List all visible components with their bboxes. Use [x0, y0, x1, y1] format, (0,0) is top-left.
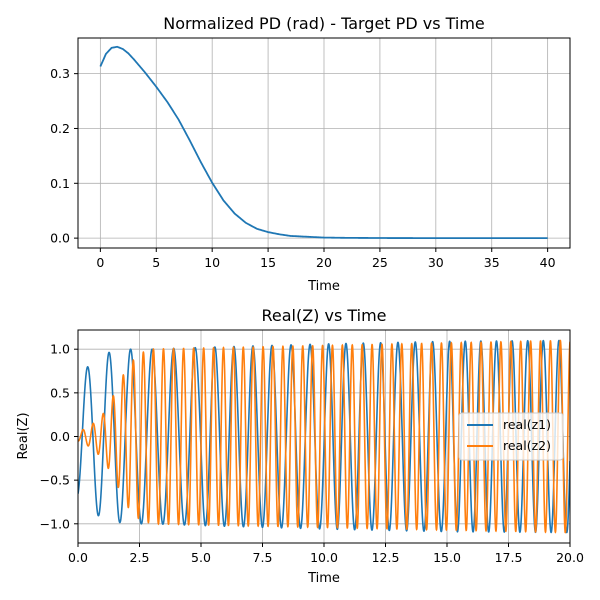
legend-label-real-z2: real(z2)	[503, 438, 551, 453]
x-tick-label: 2.5	[130, 550, 150, 565]
y-tick-label: 0.5	[50, 385, 70, 400]
legend: real(z1) real(z2)	[458, 412, 564, 461]
series-top	[99, 45, 548, 240]
x-tick-label: 40	[540, 255, 556, 270]
y-tick-label: 0.0	[50, 231, 70, 246]
legend-label-real-z1: real(z1)	[503, 417, 551, 432]
x-tick-label: 5	[152, 255, 160, 270]
x-axis-label-top: Time	[307, 279, 340, 294]
y-tick-label: −1.0	[40, 516, 70, 531]
x-tick-label: 10	[204, 255, 220, 270]
y-axis-label-bottom: Real(Z)	[16, 412, 31, 459]
x-tick-label: 35	[484, 255, 500, 270]
ticks-top: 0 5 10 15 20 25 30 35 40 0.0 0.1 0.2 0.3	[50, 66, 556, 270]
x-tick-label: 7.5	[253, 550, 273, 565]
x-tick-label: 15	[260, 255, 276, 270]
y-tick-label: 0.3	[50, 66, 70, 81]
x-tick-label: 30	[428, 255, 444, 270]
x-tick-label: 20.0	[556, 550, 584, 565]
x-tick-label: 0	[96, 255, 104, 270]
x-tick-label: 0.0	[68, 550, 88, 565]
subplot-realz: 0.0 2.5 5.0 7.5 10.0 12.5 15.0 17.5 20.0 −1.0 −0.5…	[16, 306, 584, 586]
series-bottom	[78, 339, 570, 534]
x-tick-label: 25	[372, 255, 388, 270]
x-tick-label: 12.5	[372, 550, 400, 565]
series-line-real-z2	[78, 339, 570, 534]
ticks-bottom: 0.0 2.5 5.0 7.5 10.0 12.5 15.0 17.5 20.0 −1.0 −0.5…	[40, 342, 584, 565]
chart-title-top: Normalized PD (rad) - Target PD vs Time	[163, 14, 485, 33]
y-tick-label: 0.0	[50, 429, 70, 444]
x-tick-label: 10.0	[310, 550, 338, 565]
y-tick-label: 1.0	[50, 342, 70, 357]
series-line-normalized-pd	[99, 45, 548, 240]
x-axis-label-bottom: Time	[307, 571, 340, 586]
x-tick-label: 5.0	[191, 550, 211, 565]
x-tick-label: 20	[316, 255, 332, 270]
y-tick-label: −0.5	[40, 473, 70, 488]
chart-title-bottom: Real(Z) vs Time	[261, 306, 386, 325]
y-tick-label: 0.1	[50, 176, 70, 191]
subplot-normalized-pd: 0 5 10 15 20 25 30 35 40 0.0 0.1 0.2 0.3 Normalized …	[50, 14, 571, 294]
x-tick-label: 17.5	[495, 550, 523, 565]
x-tick-label: 15.0	[433, 550, 461, 565]
y-tick-label: 0.2	[50, 121, 70, 136]
